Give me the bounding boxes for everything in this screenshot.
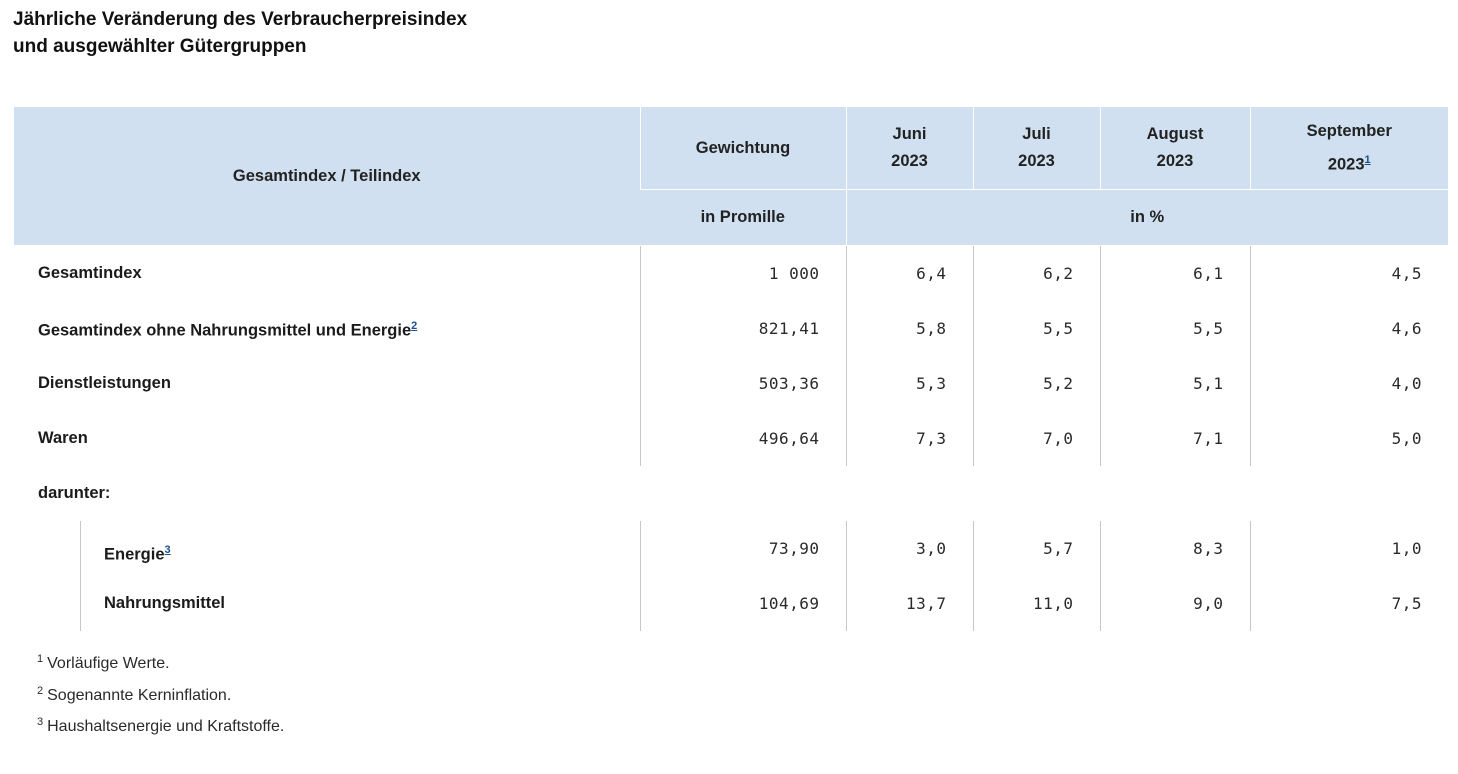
footnote-item: 1 Vorläufige Werte. bbox=[37, 646, 284, 678]
row-label: Waren bbox=[38, 429, 88, 447]
header-month-august: August 2023 bbox=[1099, 107, 1250, 190]
value-cell: 5,1 bbox=[1099, 356, 1250, 411]
header-month-year: 2023 bbox=[1156, 152, 1194, 170]
value-cell: 5,2 bbox=[972, 356, 1100, 411]
row-label: Dienstleistungen bbox=[38, 374, 171, 392]
table-title-line2: und ausgewählter Gütergruppen bbox=[13, 36, 307, 57]
subrow-label-with-footnote: Energie3 bbox=[80, 521, 640, 576]
value-cell: 4,0 bbox=[1249, 356, 1448, 411]
section-row: darunter: bbox=[14, 466, 1448, 521]
value-cell: 6,1 bbox=[1099, 245, 1250, 301]
subrow-label-cell: Energie3 bbox=[14, 521, 640, 576]
table-row: Waren 496,64 7,3 7,0 7,1 5,0 bbox=[14, 411, 1448, 466]
table-row: Nahrungsmittel 104,69 13,7 11,0 9,0 7,5 bbox=[14, 576, 1448, 631]
table-row: Dienstleistungen 503,36 5,3 5,2 5,1 4,0 bbox=[14, 356, 1448, 411]
header-month-name: August bbox=[1146, 125, 1204, 143]
cpi-table: Gesamtindex / Teilindex Gewichtung Juni … bbox=[14, 107, 1448, 631]
value-cell: 5,5 bbox=[1099, 301, 1250, 356]
footnote-item: 3 Haushaltsenergie und Kraftstoffe. bbox=[37, 709, 284, 741]
footnotes: 1 Vorläufige Werte. 2 Sogenannte Kerninfla… bbox=[37, 646, 284, 741]
weight-cell: 503,36 bbox=[639, 356, 846, 411]
footnote-number: 2 bbox=[37, 684, 44, 697]
table-row: Gesamtindex 1 000 6,4 6,2 6,1 4,5 bbox=[14, 245, 1448, 301]
value-cell: 5,5 bbox=[972, 301, 1100, 356]
value-cell: 5,8 bbox=[845, 301, 973, 356]
row-label: Gesamtindex ohne Nahrungsmittel und Ener… bbox=[38, 321, 412, 340]
header-index-label: Gesamtindex / Teilindex bbox=[14, 107, 640, 246]
value-cell: 5,7 bbox=[972, 521, 1100, 576]
row-label-with-footnote: Gesamtindex ohne Nahrungsmittel und Ener… bbox=[14, 301, 640, 356]
header-month-name: September bbox=[1306, 121, 1392, 140]
value-cell: 4,6 bbox=[1249, 301, 1448, 356]
subrow-label: Nahrungsmittel bbox=[80, 576, 640, 631]
footnote-link-3[interactable]: 3 bbox=[164, 544, 171, 556]
value-cell: 7,5 bbox=[1249, 576, 1448, 631]
subrow-label: Energie bbox=[104, 545, 165, 564]
section-label: darunter: bbox=[38, 484, 111, 502]
weight-cell: 821,41 bbox=[639, 301, 846, 356]
header-month-juni: Juni 2023 bbox=[845, 107, 973, 190]
footnote-text: Haushaltsenergie und Kraftstoffe. bbox=[47, 718, 285, 735]
header-weight-unit: in Promille bbox=[640, 189, 846, 246]
table-header: Gesamtindex / Teilindex Gewichtung Juni … bbox=[14, 107, 1448, 246]
footnote-text: Sogenannte Kerninflation. bbox=[47, 686, 232, 704]
header-weight-label: Gewichtung bbox=[639, 107, 846, 190]
header-month-name: Juli bbox=[1022, 125, 1051, 143]
header-month-year: 2023 bbox=[891, 152, 928, 170]
value-cell: 7,1 bbox=[1099, 411, 1250, 466]
value-cell: 5,3 bbox=[845, 356, 973, 411]
header-month-september: September 20231 bbox=[1249, 107, 1449, 190]
weight-cell: 73,90 bbox=[639, 521, 846, 576]
header-month-name: Juni bbox=[892, 125, 927, 143]
header-month-year: 2023 bbox=[1018, 152, 1055, 170]
value-cell: 9,0 bbox=[1099, 576, 1250, 631]
header-month-juli: Juli 2023 bbox=[972, 107, 1100, 190]
value-cell: 3,0 bbox=[845, 521, 973, 576]
value-cell: 6,2 bbox=[972, 245, 1100, 301]
weight-cell: 1 000 bbox=[639, 245, 846, 301]
header-month-year: 2023 bbox=[1327, 155, 1365, 174]
footnote-number: 1 bbox=[37, 653, 44, 665]
table-body: Gesamtindex 1 000 6,4 6,2 6,1 4,5 Gesamt… bbox=[14, 245, 1448, 631]
row-label: Gesamtindex bbox=[38, 264, 142, 282]
subrow-label-cell: Nahrungsmittel bbox=[14, 576, 640, 631]
value-cell: 6,4 bbox=[845, 245, 973, 301]
value-cell: 11,0 bbox=[972, 576, 1100, 631]
header-percent-unit: in % bbox=[845, 189, 1448, 246]
table-title: Jährliche Veränderung des Verbraucherpre… bbox=[13, 6, 467, 60]
value-cell: 7,0 bbox=[972, 411, 1100, 466]
table-row: Energie3 73,90 3,0 5,7 8,3 1,0 bbox=[14, 521, 1448, 576]
weight-cell: 496,64 bbox=[639, 411, 846, 466]
value-cell: 4,5 bbox=[1249, 245, 1448, 301]
weight-cell: 104,69 bbox=[639, 576, 846, 631]
value-cell: 5,0 bbox=[1249, 411, 1448, 466]
footnote-text: Vorläufige Werte. bbox=[47, 655, 170, 672]
value-cell: 8,3 bbox=[1099, 521, 1250, 576]
value-cell: 1,0 bbox=[1249, 521, 1448, 576]
table-title-line1: Jährliche Veränderung des Verbraucherpre… bbox=[13, 9, 468, 30]
value-cell: 7,3 bbox=[845, 411, 973, 466]
footnote-link-1[interactable]: 1 bbox=[1364, 153, 1371, 166]
header-month-year-with-footnote: 20231 bbox=[1251, 145, 1449, 179]
footnote-link-2[interactable]: 2 bbox=[411, 319, 418, 332]
footnote-number: 3 bbox=[37, 716, 44, 728]
footnote-item: 2 Sogenannte Kerninflation. bbox=[37, 678, 284, 710]
value-cell: 13,7 bbox=[845, 576, 973, 631]
table-row: Gesamtindex ohne Nahrungsmittel und Ener… bbox=[14, 301, 1448, 356]
